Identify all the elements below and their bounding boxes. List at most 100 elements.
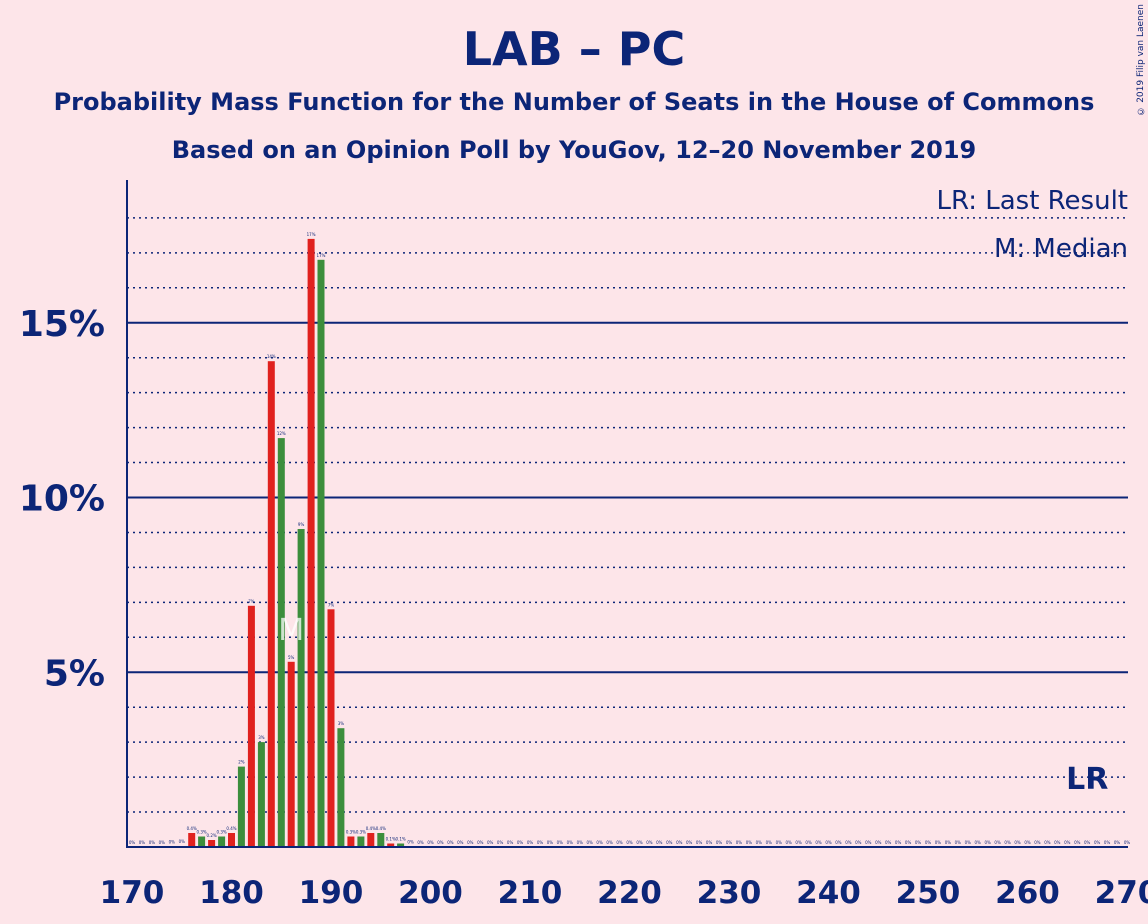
bar-value-label: 0% xyxy=(487,840,494,845)
bar xyxy=(367,833,375,847)
bar-value-label: 0% xyxy=(756,840,763,845)
bar-value-label: 0% xyxy=(945,840,952,845)
bar-value-label: 0% xyxy=(885,840,892,845)
chart-title: LAB – PC xyxy=(462,22,686,76)
bar-value-label: 0% xyxy=(517,840,524,845)
bar-value-label: 12% xyxy=(277,431,286,436)
bar-value-label: 0.4% xyxy=(366,826,376,831)
bar-value-label: 0% xyxy=(616,840,623,845)
bar-value-label: 3% xyxy=(338,721,345,726)
bar-value-label: 0% xyxy=(507,840,514,845)
bar-value-label: 0% xyxy=(1104,840,1111,845)
bar-value-label: 0% xyxy=(567,840,574,845)
bar-value-label: 0% xyxy=(985,840,992,845)
bar-value-label: 0.1% xyxy=(386,837,396,842)
bar xyxy=(307,238,315,847)
bars-group xyxy=(168,238,415,847)
y-tick-label: 10% xyxy=(19,479,105,520)
bar-value-label: 0% xyxy=(795,840,802,845)
gridlines xyxy=(127,217,1128,813)
bar xyxy=(287,661,295,847)
legend-median: M: Median xyxy=(994,234,1128,264)
bar xyxy=(297,529,305,847)
bar-value-label: 7% xyxy=(248,599,255,604)
chart-source-subtitle: Based on an Opinion Poll by YouGov, 12–2… xyxy=(171,136,977,164)
bar-value-label: 0% xyxy=(497,840,504,845)
bar-value-label: 0.4% xyxy=(226,826,236,831)
bar-value-label: 0% xyxy=(766,840,773,845)
bar-value-label: 0% xyxy=(716,840,723,845)
bar-value-label: 0% xyxy=(1044,840,1051,845)
bar xyxy=(208,840,216,847)
bar-value-label: 0% xyxy=(955,840,962,845)
bar xyxy=(327,609,335,847)
bar-value-label: 0% xyxy=(1034,840,1041,845)
bar-value-label: 0% xyxy=(179,839,186,844)
bar-value-label: 0% xyxy=(935,840,942,845)
bar-value-label: 0.3% xyxy=(197,830,207,835)
bar xyxy=(198,836,206,847)
bar-value-label: 0% xyxy=(975,840,982,845)
x-tick-label: 260 xyxy=(995,875,1060,911)
legend-last-result: LR: Last Result xyxy=(936,186,1128,216)
bar-value-label: 0% xyxy=(815,840,822,845)
x-tick-label: 210 xyxy=(498,875,563,911)
bar-value-label: 0% xyxy=(1024,840,1031,845)
bar-value-label: 0% xyxy=(636,840,643,845)
x-tick-label: 240 xyxy=(796,875,861,911)
bar-value-label: 0% xyxy=(159,840,166,845)
bar-value-label: 0% xyxy=(965,840,972,845)
bar-value-label: 0% xyxy=(646,840,653,845)
bar-value-label: 0% xyxy=(805,840,812,845)
bar-value-label: 17% xyxy=(307,232,316,237)
x-tick-label: 180 xyxy=(199,875,264,911)
bar-value-label: 0% xyxy=(527,840,534,845)
bar-value-label: 0% xyxy=(1114,840,1121,845)
bar-value-label: 0% xyxy=(895,840,902,845)
bar-value-label: 0% xyxy=(1094,840,1101,845)
bar-value-label: 0% xyxy=(537,840,544,845)
chart-subtitle: Probability Mass Function for the Number… xyxy=(53,88,1095,116)
bar xyxy=(317,259,325,847)
bar-value-label: 0% xyxy=(776,840,783,845)
bar-value-label: 0% xyxy=(686,840,693,845)
bar-value-label: 0% xyxy=(825,840,832,845)
bar-value-label: 0% xyxy=(447,840,454,845)
bar-value-label: 0% xyxy=(427,840,434,845)
bar-value-label: 0% xyxy=(875,840,882,845)
bar-value-label: 0.2% xyxy=(207,833,217,838)
bar-value-label: 0% xyxy=(437,840,444,845)
bar-value-label: 0% xyxy=(606,840,613,845)
bar-value-label: 0% xyxy=(915,840,922,845)
bar xyxy=(218,836,226,847)
y-tick-label: 5% xyxy=(44,653,105,694)
bar-value-label: 14% xyxy=(267,354,276,359)
x-tick-label: 250 xyxy=(896,875,961,911)
bar-value-label: 0% xyxy=(587,840,594,845)
bar-value-label: 0% xyxy=(696,840,703,845)
bar-value-label: 0% xyxy=(855,840,862,845)
bar-value-label: 0% xyxy=(557,840,564,845)
y-tick-label: 15% xyxy=(19,304,105,345)
bar-value-label: 0% xyxy=(417,840,424,845)
x-tick-label: 270 xyxy=(1095,875,1148,911)
bar-value-label: 0% xyxy=(925,840,932,845)
bar-value-label: 0% xyxy=(1004,840,1011,845)
bar-value-label: 0% xyxy=(666,840,673,845)
x-tick-label: 200 xyxy=(398,875,463,911)
bar-value-label: 0% xyxy=(547,840,554,845)
bar xyxy=(267,361,275,847)
bar xyxy=(237,766,245,847)
bar-value-label: 0% xyxy=(726,840,733,845)
bar xyxy=(247,605,255,847)
x-tick-label: 190 xyxy=(299,875,364,911)
bar-value-label: 0% xyxy=(786,840,793,845)
bar-value-label: 5% xyxy=(288,655,295,660)
bar-value-label: 17% xyxy=(317,253,326,258)
bar-value-label: 0% xyxy=(1084,840,1091,845)
bar-value-label: 0% xyxy=(845,840,852,845)
bar-value-label: 9% xyxy=(298,522,305,527)
bar-value-label: 0% xyxy=(676,840,683,845)
bar-value-label: 0% xyxy=(706,840,713,845)
